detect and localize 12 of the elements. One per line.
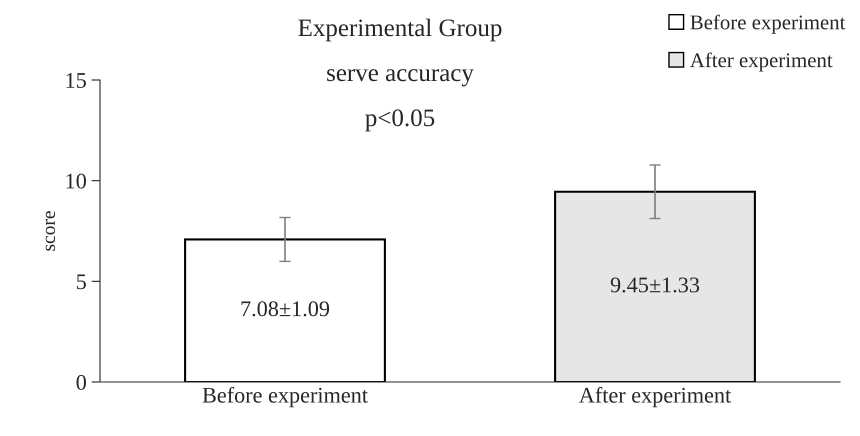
y-tick-label: 5 (76, 274, 86, 290)
legend-label: After experiment (690, 52, 833, 72)
y-axis-title: score (46, 211, 56, 251)
annotation: p<0.05 (365, 109, 434, 132)
y-tick-label: 10 (66, 174, 86, 189)
chart-title: Experimental Group (298, 18, 502, 42)
y-tick-label: 15 (66, 73, 86, 88)
data-label: 7.08±1.09 (241, 301, 330, 316)
y-tick-label: 0 (76, 374, 86, 390)
chart-subtitle: serve accuracy (327, 69, 474, 86)
legend-label: Before experiment (690, 14, 846, 34)
data-label: 9.45±1.33 (610, 278, 700, 293)
